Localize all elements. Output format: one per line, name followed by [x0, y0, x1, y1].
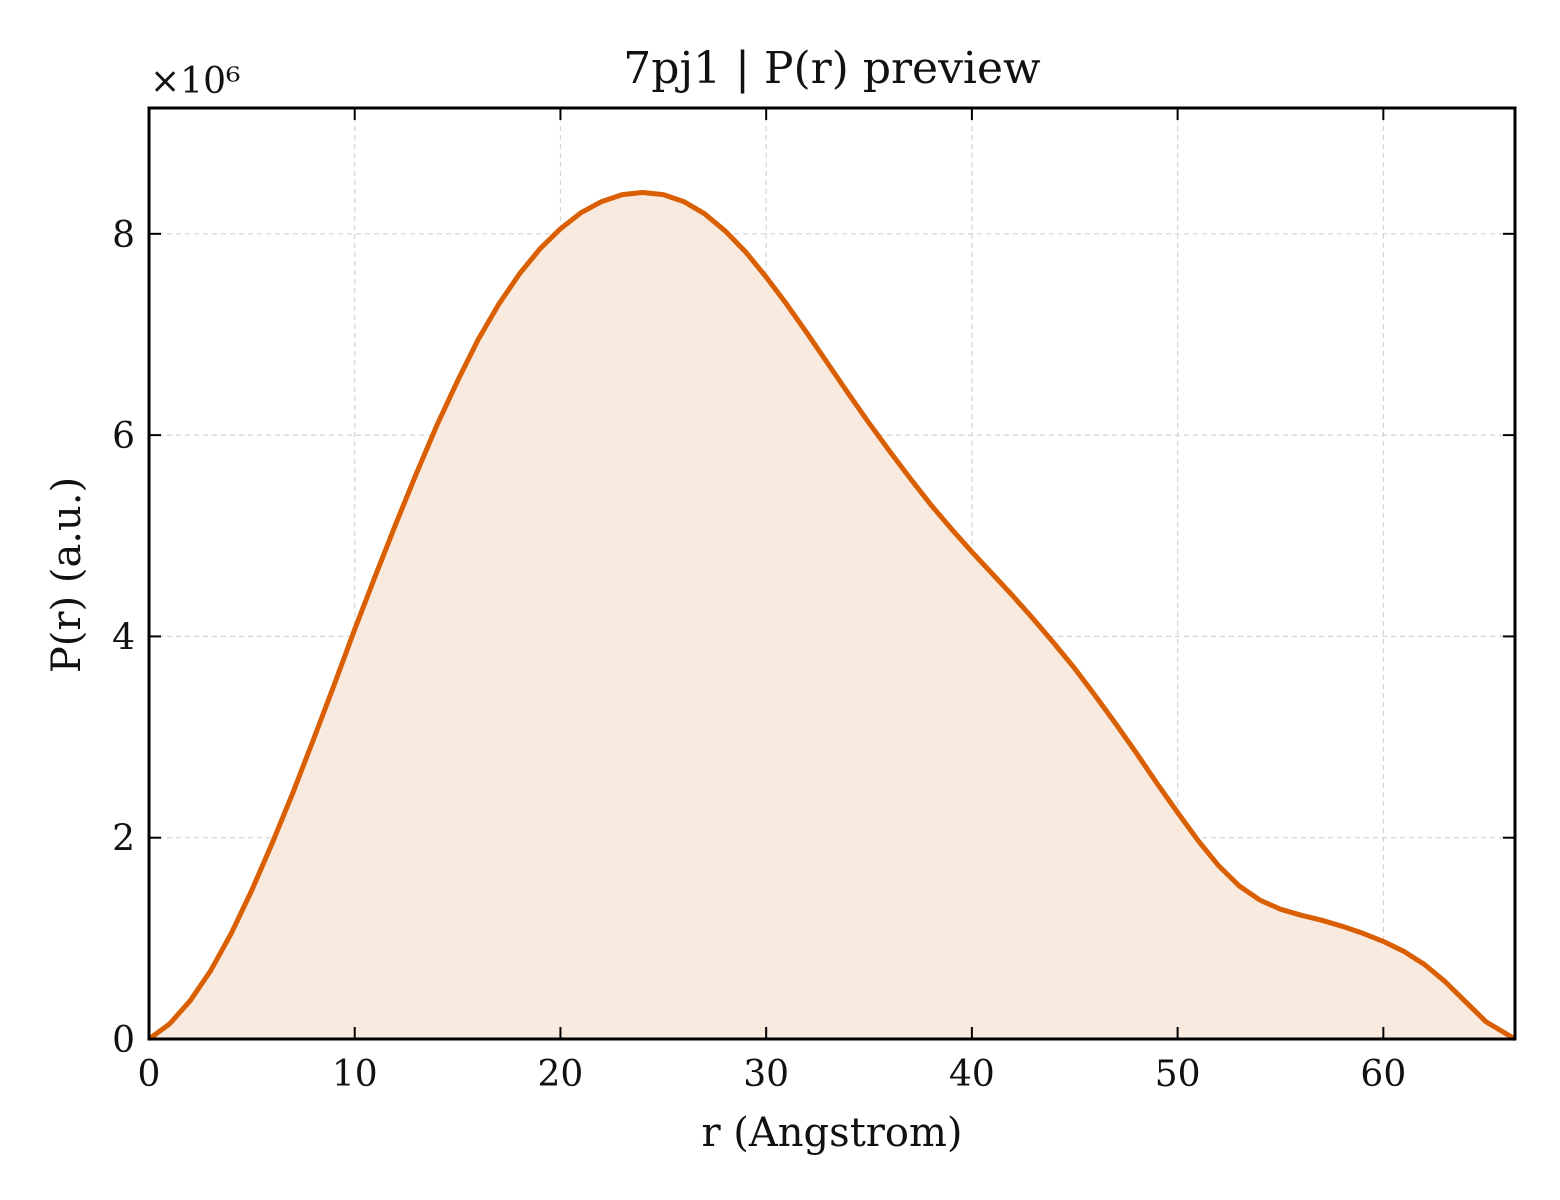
tick-layer: 0 10 20 30 40 50 60 0 2 4 6 8 — [112, 108, 1515, 1095]
y-scale-label: ×10⁶ — [150, 61, 240, 102]
plot-frame — [147, 106, 1517, 1041]
chart-title: 7pj1 | P(r) preview — [623, 43, 1041, 94]
x-tick-label: 40 — [949, 1054, 995, 1095]
x-axis-label: r (Angstrom) — [701, 1110, 962, 1156]
y-tick-label: 4 — [112, 617, 135, 658]
y-tick-label: 8 — [112, 215, 135, 256]
x-tick-label: 10 — [332, 1054, 378, 1095]
y-tick-label: 2 — [112, 819, 135, 860]
x-tick-label: 60 — [1360, 1054, 1406, 1095]
series-line — [147, 190, 1517, 1042]
x-tick-label: 50 — [1155, 1054, 1201, 1095]
area-fill — [149, 192, 1515, 1039]
y-axis-label: P(r) (a.u.) — [44, 477, 90, 673]
x-tick-label: 30 — [743, 1054, 789, 1095]
x-tick-label: 0 — [138, 1054, 161, 1095]
x-tick-label: 20 — [538, 1054, 584, 1095]
y-tick-label: 0 — [112, 1020, 135, 1061]
y-tick-label: 6 — [112, 416, 135, 457]
